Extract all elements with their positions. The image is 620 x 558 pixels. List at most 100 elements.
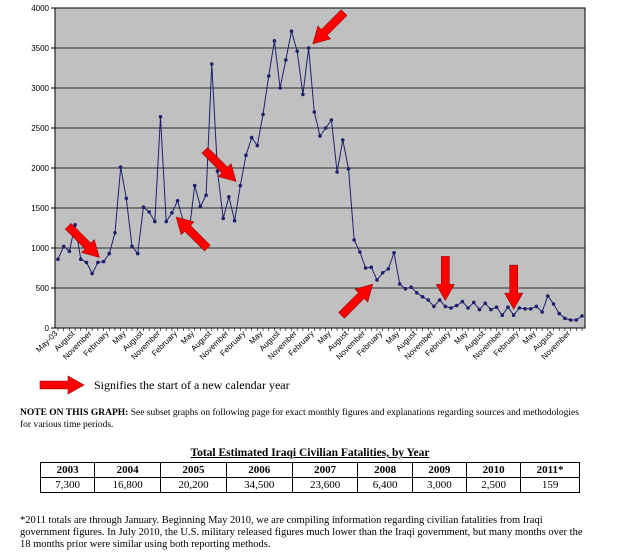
data-point: [437, 298, 442, 302]
data-point: [346, 167, 351, 171]
year-cell: 2006: [225, 462, 293, 478]
data-point: [266, 74, 271, 78]
data-point: [135, 251, 140, 256]
data-point: [238, 183, 243, 188]
data-point: [397, 282, 402, 286]
fatalities-cell: 34,500: [225, 477, 293, 493]
data-point: [221, 216, 225, 221]
data-point: [340, 138, 345, 142]
data-point: [329, 118, 334, 122]
table-title: Total Estimated Iraqi Civilian Fatalitie…: [190, 447, 430, 459]
data-point: [506, 305, 510, 310]
value-row: 7,300 16,800 20,200 34,500 23,600 6,400 3,000 2…: [39, 477, 580, 493]
y-tick-label: 2000: [31, 164, 49, 173]
y-tick-label: 3000: [31, 84, 49, 93]
data-point: [426, 298, 431, 302]
data-point: [295, 49, 300, 53]
data-point: [78, 257, 83, 262]
data-point: [61, 244, 66, 249]
data-point: [568, 318, 573, 322]
data-point: [375, 278, 379, 282]
year-cell: 2005: [160, 462, 227, 478]
data-point: [170, 211, 174, 215]
year-start-arrow: [504, 264, 524, 310]
data-point: [107, 251, 112, 256]
note-label: NOTE ON THIS GRAPH:: [20, 408, 129, 418]
series-points: [56, 29, 584, 322]
legend-label: Signifies the start of a new calendar ye…: [94, 377, 290, 392]
data-point: [580, 314, 584, 318]
data-point: [540, 310, 544, 314]
data-point: [284, 58, 288, 62]
data-point: [403, 287, 408, 291]
data-point: [483, 301, 487, 306]
data-point: [546, 294, 550, 298]
year-start-arrow: [201, 147, 237, 182]
data-point: [249, 135, 254, 140]
data-point: [517, 306, 522, 310]
fatalities-cell: 20,200: [160, 477, 227, 493]
year-cell: 2003: [39, 462, 96, 478]
y-tick-label: 0: [45, 324, 50, 333]
data-point: [192, 183, 197, 188]
fatalities-cell: 23,600: [291, 477, 359, 493]
data-point: [443, 304, 448, 309]
data-point: [574, 318, 579, 322]
year-cell: 2011*: [520, 462, 580, 478]
data-point: [420, 295, 425, 299]
data-point: [215, 169, 220, 173]
legend: Signifies the start of a new calendar ye…: [38, 374, 290, 396]
y-tick-label: 1000: [31, 244, 49, 253]
fatalities-cell: 7,300: [39, 477, 96, 493]
data-point: [130, 244, 134, 249]
y-tick-label: 3500: [31, 44, 49, 53]
y-tick-label: 500: [36, 284, 50, 293]
fatalities-cell: 2,500: [465, 477, 522, 493]
data-point: [312, 110, 317, 114]
data-point: [227, 195, 231, 199]
year-start-arrow: [312, 9, 348, 45]
data-point: [494, 305, 499, 310]
y-tick-label: 4000: [31, 4, 49, 13]
fatalities-cell: 159: [520, 477, 580, 493]
year-start-arrow: [338, 283, 374, 319]
y-tick-label: 2500: [31, 124, 49, 133]
year-cell: 2009: [411, 462, 467, 478]
year-cell: 2008: [357, 462, 413, 478]
y-tick-label: 1500: [31, 204, 49, 213]
data-point: [198, 204, 203, 209]
data-point: [204, 193, 208, 197]
y-axis-ticks: 0 500 1000 1500 2000 2500 3000 3500 4000: [31, 4, 55, 333]
data-point: [124, 196, 129, 201]
data-point: [335, 170, 339, 174]
year-cell: 2010: [465, 462, 522, 478]
fatalities-cell: 16,800: [94, 477, 162, 493]
year-cell: 2007: [291, 462, 359, 478]
data-point: [147, 210, 151, 214]
gridlines: [55, 47, 585, 289]
data-point: [523, 307, 527, 311]
data-point: [432, 304, 436, 309]
data-point: [289, 29, 294, 33]
data-point: [209, 62, 214, 66]
data-point: [272, 39, 277, 43]
footnote: *2011 totals are through January. Beginn…: [20, 515, 583, 550]
data-point: [261, 112, 265, 117]
data-point: [306, 46, 311, 50]
data-point: [323, 126, 328, 130]
fatalities-cell: 3,000: [411, 477, 467, 493]
data-point: [118, 165, 123, 169]
year-row: 2003 2004 2005 2006 2007 2008 2009 2010 2011*: [39, 462, 580, 478]
data-point: [489, 307, 493, 312]
data-point: [255, 143, 260, 148]
data-point: [244, 153, 248, 157]
legend-arrow-icon: [39, 375, 85, 395]
data-point: [175, 199, 180, 203]
data-point: [409, 285, 413, 290]
data-point: [358, 250, 362, 254]
yearly-totals-table: 2003 2004 2005 2006 2007 2008 2009 2010 2011* 7,…: [39, 462, 580, 493]
year-cell: 2004: [94, 462, 162, 478]
data-point: [392, 251, 396, 255]
data-point: [511, 313, 516, 318]
data-point: [449, 306, 453, 310]
